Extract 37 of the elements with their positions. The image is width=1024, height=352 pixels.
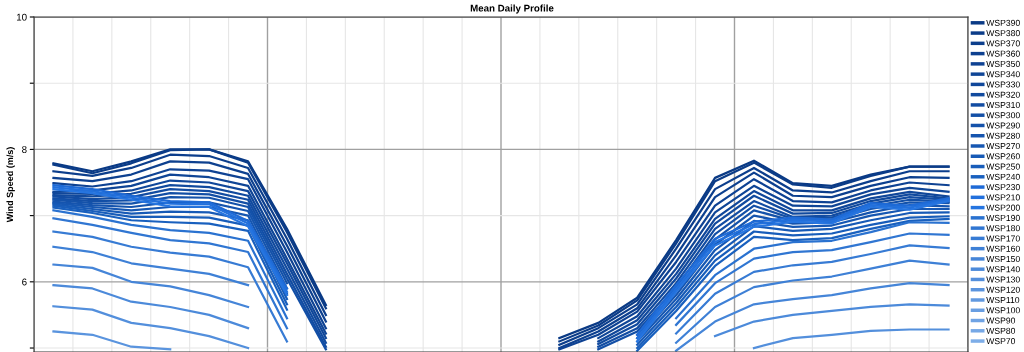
legend-label: WSP80 [986, 327, 1016, 334]
legend-label: WSP150 [986, 255, 1020, 263]
legend-label: WSP110 [986, 296, 1020, 304]
legend-label: WSP300 [986, 112, 1020, 119]
legend-label: WSP310 [986, 101, 1020, 109]
legend-label: WSP330 [986, 81, 1020, 88]
legend-label: WSP160 [986, 245, 1020, 252]
legend-label: WSP140 [986, 266, 1020, 273]
legend-label: WSP360 [986, 50, 1020, 57]
legend-label: WSP120 [986, 286, 1020, 293]
chart-title: Mean Daily Profile [470, 4, 554, 14]
legend-label: WSP290 [986, 122, 1020, 129]
legend-label: WSP260 [986, 153, 1020, 160]
legend-label: WSP130 [986, 276, 1020, 283]
legend-label: WSP210 [986, 194, 1020, 201]
legend-label: WSP350 [986, 60, 1020, 67]
legend-label: WSP90 [986, 317, 1016, 324]
legend-label: WSP230 [986, 184, 1020, 191]
y-tick-label: 8 [22, 146, 27, 154]
legend-label: WSP370 [986, 40, 1020, 47]
legend-label: WSP180 [986, 225, 1020, 232]
legend-label: WSP250 [986, 163, 1020, 170]
legend-label: WSP390 [986, 19, 1020, 26]
legend-label: WSP380 [986, 30, 1020, 37]
legend-label: WSP70 [986, 338, 1016, 345]
legend-label: WSP270 [986, 143, 1020, 150]
legend-label: WSP200 [986, 204, 1020, 211]
legend-label: WSP170 [986, 235, 1020, 242]
legend-label: WSP240 [986, 173, 1020, 180]
y-tick-label: 10 [16, 13, 27, 21]
legend-label: WSP280 [986, 132, 1020, 139]
legend-label: WSP340 [986, 71, 1020, 78]
y-axis-title: Wind Speed (m/s) [6, 147, 15, 223]
legend-label: WSP320 [986, 91, 1020, 98]
y-tick-label: 6 [22, 278, 27, 286]
legend-label: WSP190 [986, 214, 1020, 221]
legend-label: WSP100 [986, 307, 1020, 314]
